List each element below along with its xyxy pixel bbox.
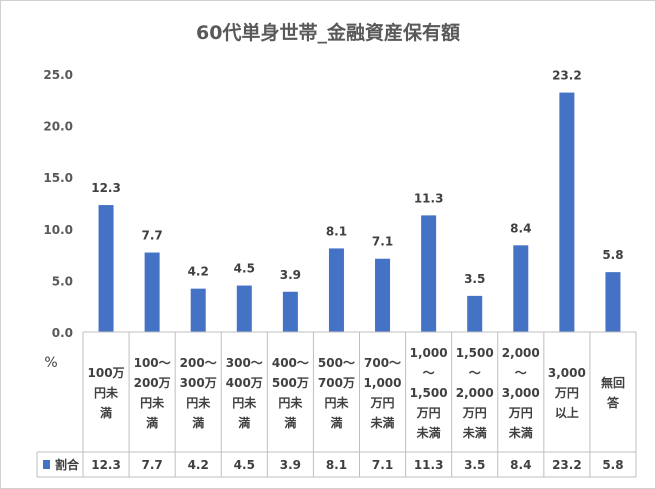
table-value: 23.2 <box>552 458 582 472</box>
y-axis-unit-label: % <box>44 355 57 371</box>
bar <box>144 252 160 332</box>
data-label: 4.2 <box>188 265 209 279</box>
x-category-label: 200～ 300万円未満 <box>180 356 217 430</box>
data-label: 11.3 <box>414 191 444 205</box>
data-label: 23.2 <box>552 69 582 83</box>
table-value: 7.1 <box>372 458 393 472</box>
bar <box>98 205 114 332</box>
x-category-label: 700～ 1,000 万円未満 <box>364 356 402 430</box>
data-label: 8.4 <box>510 221 531 235</box>
x-category-label: 無回答 <box>601 375 625 410</box>
x-category-label: 100万円未満 <box>88 366 125 420</box>
chart-title: 60代単身世帯_金融資産保有額 <box>196 21 460 44</box>
data-label: 8.1 <box>326 224 347 238</box>
bar <box>236 285 252 332</box>
bar <box>282 291 298 332</box>
y-tick-label: 5.0 <box>52 274 73 288</box>
y-tick-label: 25.0 <box>43 68 73 82</box>
bar <box>559 92 575 333</box>
x-category-label: 3,000 万円以上 <box>548 366 586 420</box>
data-label: 7.7 <box>141 229 162 243</box>
x-category-label: 500～ 700万円未満 <box>318 356 355 430</box>
bar <box>513 245 529 332</box>
table-value: 3.9 <box>280 458 301 472</box>
y-tick-label: 20.0 <box>43 120 73 134</box>
data-label: 5.8 <box>602 248 623 262</box>
table-value: 8.4 <box>510 458 531 472</box>
table-value: 4.5 <box>234 458 255 472</box>
legend-series-name: 割合 <box>55 457 80 472</box>
table-value: 4.2 <box>188 458 209 472</box>
legend-swatch <box>43 460 50 469</box>
bar <box>375 258 391 332</box>
x-category-label: 2,000 ～ 3,000 万円未満 <box>502 346 540 440</box>
table-value: 7.7 <box>141 458 162 472</box>
x-category-label: 400～ 500万円未満 <box>272 356 309 430</box>
table-value: 12.3 <box>91 458 121 472</box>
x-category-label: 300～ 400万円未満 <box>226 356 263 430</box>
data-label: 7.1 <box>372 235 393 249</box>
x-category-label: 1,000 ～ 1,500 万円未満 <box>410 346 448 440</box>
bar <box>421 215 437 332</box>
bar <box>328 248 344 332</box>
x-category-label: 100～ 200万円未満 <box>134 356 171 430</box>
table-value: 5.8 <box>602 458 623 472</box>
data-label: 4.5 <box>234 262 255 276</box>
table-value: 11.3 <box>414 458 444 472</box>
data-label: 3.9 <box>280 268 301 282</box>
table-value: 8.1 <box>326 458 347 472</box>
x-category-label: 1,500 ～ 2,000 万円未満 <box>456 346 494 440</box>
y-tick-label: 10.0 <box>43 223 73 237</box>
y-tick-label: 0.0 <box>52 326 73 340</box>
bar <box>190 288 206 332</box>
data-label: 3.5 <box>464 272 485 286</box>
bar <box>467 295 483 332</box>
table-value: 3.5 <box>464 458 485 472</box>
bar <box>605 272 621 332</box>
data-label: 12.3 <box>91 181 121 195</box>
y-tick-label: 15.0 <box>43 171 73 185</box>
